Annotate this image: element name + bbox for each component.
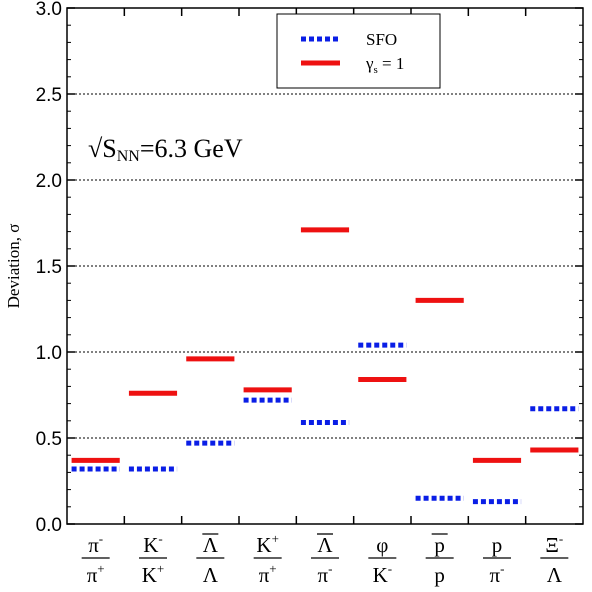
legend-label-sfo: SFO — [366, 30, 397, 49]
category-denominator: π- — [490, 561, 505, 587]
category-numerator: p — [492, 533, 503, 557]
category-label: Λπ- — [311, 533, 339, 587]
category-label: K- K+ — [139, 531, 167, 587]
category-label: ΛΛ — [196, 533, 225, 587]
y-tick-label: 0.5 — [36, 429, 62, 450]
legend-label-gamma: γs = 1 — [365, 54, 404, 76]
y-tick-label: 3.0 — [36, 0, 62, 20]
y-axis: 0.0 0.5 1.0 1.5 2.0 2.5 3.0 — [36, 0, 583, 536]
legend-gamma-subscript: s — [374, 64, 378, 76]
category-numerator: φ — [376, 533, 388, 557]
energy-annotation: √SNN=6.3 GeV — [88, 134, 243, 165]
category-denominator: Λ — [547, 563, 563, 587]
annotation-subscript: NN — [117, 148, 141, 165]
y-tick-label: 2.5 — [36, 85, 62, 106]
category-numerator: p — [434, 533, 445, 557]
legend: SFO γs = 1 — [276, 13, 441, 89]
category-label: p π- — [483, 533, 511, 587]
category-denominator: Λ — [203, 563, 219, 587]
category-denominator: K- — [373, 561, 393, 587]
legend-gamma-suffix: = 1 — [378, 54, 405, 73]
category-label: π-π+ — [81, 531, 110, 587]
category-label: Ξ- Λ — [540, 531, 569, 587]
category-numerator: π- — [88, 531, 103, 557]
legend-box — [276, 13, 441, 89]
y-tick-label: 1.0 — [36, 343, 62, 364]
y-tick-label: 1.5 — [36, 257, 62, 278]
category-numerator: Ξ- — [545, 531, 563, 557]
category-numerator: K+ — [256, 531, 279, 557]
category-numerator: Λ — [203, 533, 219, 557]
annotation-prefix: √S — [88, 134, 117, 163]
category-denominator: π- — [318, 561, 333, 587]
category-denominator: K+ — [142, 561, 165, 587]
y-tick-label: 2.0 — [36, 171, 62, 192]
y-axis-label: Deviation, σ — [4, 224, 23, 309]
category-label: pp — [425, 533, 454, 587]
category-denominator: p — [434, 563, 445, 587]
data-marks — [71, 227, 579, 505]
category-label: φ K- — [368, 533, 397, 587]
category-numerator: Λ — [317, 533, 333, 557]
category-label: K+ π+ — [253, 531, 282, 587]
category-numerator: K- — [143, 531, 163, 557]
legend-gamma-symbol: γ — [365, 54, 374, 73]
category-denominator: π+ — [87, 561, 105, 587]
grid-lines — [67, 93, 583, 439]
category-denominator: π+ — [259, 561, 277, 587]
y-tick-label: 0.0 — [36, 515, 62, 536]
annotation-suffix: =6.3 GeV — [140, 134, 243, 163]
